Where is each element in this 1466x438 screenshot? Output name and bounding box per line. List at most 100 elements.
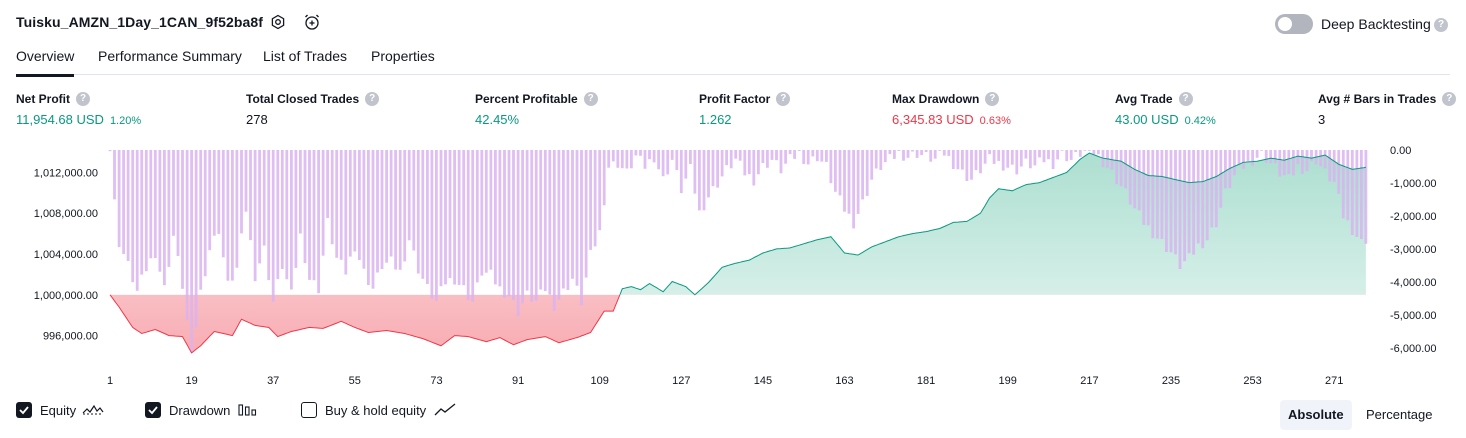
right-axis-tick-label: -6,000.00 (1390, 343, 1436, 355)
right-axis-tick-label: -3,000.00 (1390, 244, 1436, 256)
drawdown-bar (689, 150, 692, 164)
drawdown-checkbox[interactable] (145, 402, 161, 418)
drawdown-bar (1264, 150, 1268, 163)
drawdown-bar (747, 150, 751, 175)
drawdown-bar (126, 150, 130, 261)
help-icon[interactable]: ? (985, 92, 1000, 106)
drawdown-bar (1192, 150, 1195, 255)
buy-hold-checkbox[interactable] (301, 402, 317, 418)
drawdown-bar (1119, 150, 1123, 187)
help-icon[interactable]: ? (776, 92, 791, 106)
equity-checkbox[interactable] (16, 402, 32, 418)
equity-drawdown-chart[interactable]: 1,012,000.00 1,008,000.00 1,004,000.00 1,00… (0, 140, 1466, 392)
drawdown-bar (1160, 150, 1164, 239)
drawdown-bar (670, 150, 674, 160)
drawdown-bar (729, 150, 733, 169)
tab-list-of-trades[interactable]: List of Trades (263, 48, 348, 64)
right-axis-tick-label: -1,000.00 (1390, 178, 1436, 190)
drawdown-bar (1292, 150, 1295, 176)
drawdown-bar (1156, 150, 1159, 239)
drawdown-bar (1019, 150, 1023, 167)
left-axis-tick-label: 1,008,000.00 (34, 208, 98, 220)
drawdown-bar (484, 150, 488, 273)
drawdown-bar (997, 150, 1001, 161)
stat-avg-trade: Avg Trade? 43.00 USD 0.42% (1115, 92, 1216, 127)
drawdown-bar (933, 150, 937, 159)
drawdown-bar (965, 150, 969, 181)
tab-performance-summary[interactable]: Performance Summary (98, 48, 242, 64)
drawdown-bar (974, 150, 978, 171)
strategy-header: Tuisku_AMZN_1Day_1CAN_9f52ba8f Deep Back… (0, 0, 1466, 44)
drawdown-bar (462, 150, 466, 286)
drawdown-bar (312, 150, 316, 281)
equity-line-loss (109, 294, 696, 354)
percentage-button[interactable]: Percentage (1366, 407, 1433, 422)
left-axis-tick-label: 1,000,000.00 (34, 290, 98, 302)
left-axis-tick-label: 996,000.00 (43, 331, 98, 343)
drawdown-bar (212, 150, 216, 236)
drawdown-bar (1201, 150, 1205, 249)
drawdown-bar (634, 150, 638, 156)
alarm-clock-plus-icon[interactable] (302, 12, 322, 32)
drawdown-bar (113, 150, 116, 200)
absolute-button[interactable]: Absolute (1280, 400, 1352, 430)
stat-label: Avg Trade (1115, 92, 1173, 106)
drawdown-bar (199, 150, 203, 290)
stat-label: Avg # Bars in Trades (1318, 92, 1437, 106)
drawdown-bar (915, 150, 919, 158)
drawdown-bar (1142, 150, 1146, 225)
drawdown-bar (806, 150, 810, 165)
left-axis-tick-label: 1,004,000.00 (34, 249, 98, 261)
drawdown-bar (153, 150, 157, 259)
help-icon[interactable]: ? (76, 92, 90, 106)
stat-profit-factor: Profit Factor? 1.262 (699, 92, 791, 127)
drawdown-bar (584, 150, 588, 278)
drawdown-bar (294, 150, 298, 268)
drawdown-bar (956, 150, 960, 170)
drawdown-bar (1278, 150, 1282, 177)
drawdown-bar (870, 150, 874, 180)
drawdown-bar (348, 150, 352, 257)
tab-overview[interactable]: Overview (16, 48, 75, 77)
drawdown-bar (1219, 150, 1223, 208)
drawdown-bar (1178, 150, 1182, 269)
legend-drawdown[interactable]: Drawdown (145, 402, 258, 418)
drawdown-bar (1260, 150, 1263, 151)
stat-value: 42.45% (475, 112, 520, 127)
tab-properties[interactable]: Properties (371, 48, 435, 64)
drawdown-bar (122, 150, 125, 254)
drawdown-bar (1205, 150, 1209, 241)
drawdown-bar (693, 150, 697, 194)
x-axis-tick-label: 73 (430, 375, 442, 387)
stat-percent: 0.42% (1184, 115, 1216, 127)
deep-backtesting-help-icon[interactable]: ? (1434, 18, 1448, 32)
legend-buy-hold[interactable]: Buy & hold equity (301, 402, 456, 418)
drawdown-bar (979, 150, 982, 174)
drawdown-bar (303, 150, 307, 264)
drawdown-bar (421, 150, 425, 279)
drawdown-bar (131, 150, 135, 283)
drawdown-bar (385, 150, 388, 263)
deep-backtesting-toggle[interactable] (1275, 14, 1313, 34)
help-icon[interactable]: ? (583, 92, 598, 106)
stats-row: Net Profit? 11,954.68 USD 1.20% Total Clo… (0, 92, 1466, 132)
drawdown-bar (253, 150, 257, 282)
gear-icon[interactable] (268, 12, 288, 32)
drawdown-bar (1051, 150, 1055, 169)
drawdown-bar (430, 150, 434, 299)
drawdown-bar (924, 150, 928, 152)
drawdown-bar (1047, 150, 1050, 160)
help-icon[interactable]: ? (365, 92, 380, 106)
right-axis-tick-label: -2,000.00 (1390, 211, 1436, 223)
drawdown-bar (217, 150, 221, 234)
x-axis-tick-label: 217 (1080, 375, 1098, 387)
drawdown-bar (847, 150, 851, 214)
drawdown-bar (262, 150, 266, 246)
drawdown-bar (788, 150, 792, 155)
legend-equity[interactable]: Equity (16, 402, 104, 418)
drawdown-bar (203, 150, 207, 277)
help-icon[interactable]: ? (1178, 92, 1193, 106)
stat-avg-bars-in-trades: Avg # Bars in Trades? 3 (1318, 92, 1457, 127)
drawdown-bar (1269, 150, 1273, 164)
help-icon[interactable]: ? (1442, 92, 1457, 106)
